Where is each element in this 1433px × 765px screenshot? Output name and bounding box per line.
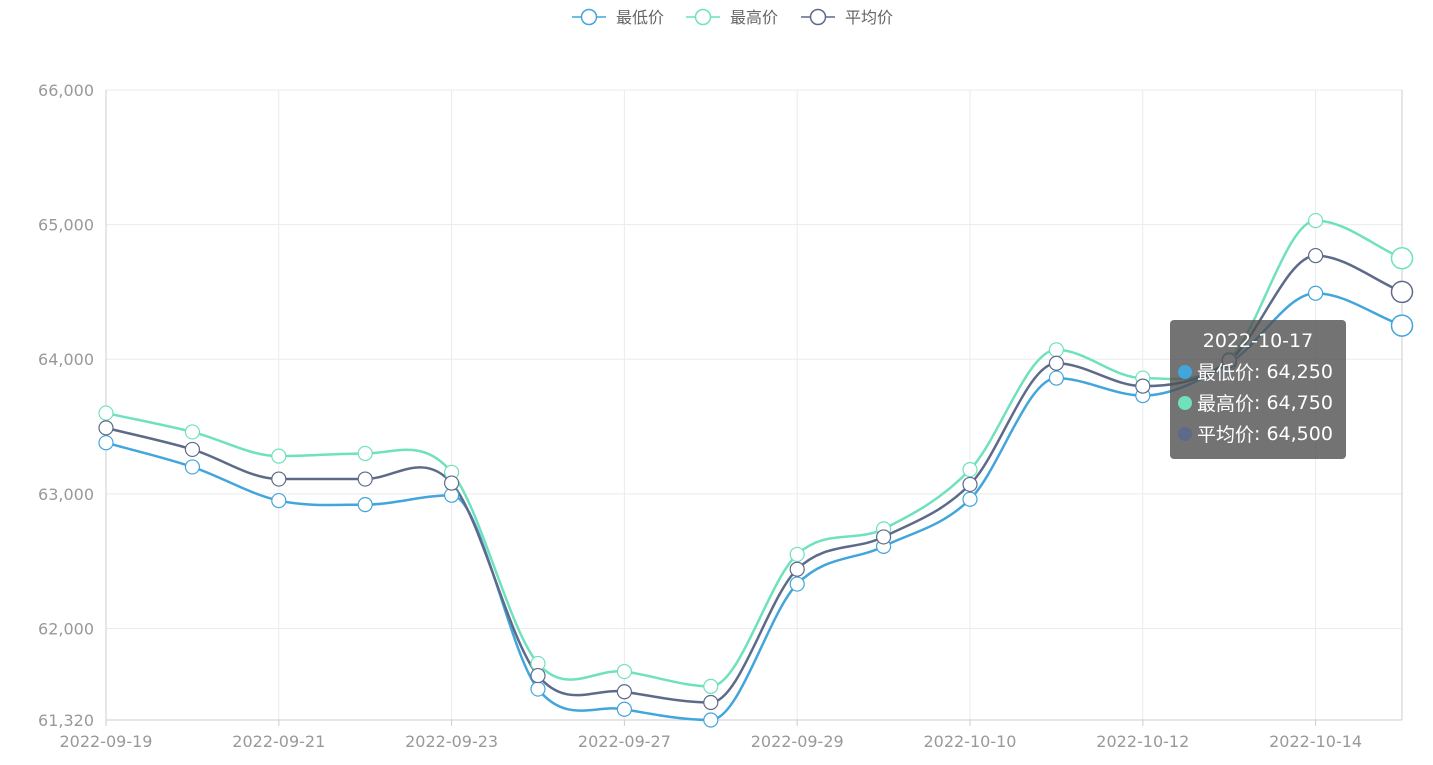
x-axis-labels: 2022-09-19 2022-09-21 2022-09-23 2022-09-27… [60, 732, 1363, 751]
data-point-avg[interactable] [962, 476, 978, 493]
x-tick-label: 2022-09-27 [578, 732, 671, 751]
legend-label-min[interactable]: 最低价 [616, 8, 664, 27]
data-point-min[interactable] [530, 681, 546, 697]
data-point-avg[interactable] [616, 684, 633, 700]
data-point-min[interactable] [789, 576, 805, 592]
y-tick-label: 66,000 [38, 81, 94, 100]
axes [105, 90, 1403, 726]
data-point-avg[interactable] [789, 561, 805, 577]
data-point-max[interactable] [962, 462, 978, 478]
legend-marker-min[interactable] [580, 8, 598, 26]
data-point-min[interactable] [271, 492, 287, 509]
y-tick-label: 61,320 [38, 711, 94, 730]
data-point-max[interactable] [789, 546, 805, 563]
data-point-avg[interactable] [1390, 280, 1414, 304]
legend-label-max[interactable]: 最高价 [730, 8, 778, 27]
legend-marker-avg[interactable] [809, 8, 827, 26]
grid-lines [106, 89, 1402, 720]
data-point-avg[interactable] [98, 420, 114, 436]
tooltip-row-avg: 平均价: 64,500 [1178, 418, 1338, 449]
data-point-avg[interactable] [1135, 378, 1151, 394]
tooltip-row-min: 最低价: 64,250 [1178, 356, 1338, 387]
data-point-min[interactable] [357, 497, 373, 513]
y-tick-label: 63,000 [38, 485, 94, 504]
data-point-avg[interactable] [703, 694, 719, 711]
tooltip-value-min: 64,250 [1266, 360, 1333, 383]
data-point-min[interactable] [962, 491, 978, 507]
data-point-avg[interactable] [271, 471, 287, 487]
x-tick-label: 2022-09-23 [405, 732, 498, 751]
data-point-avg[interactable] [357, 471, 373, 487]
tooltip-dot-avg [1178, 426, 1192, 441]
data-point-max[interactable] [271, 448, 287, 464]
tooltip-label-min: 最低价 [1197, 362, 1255, 384]
data-point-max[interactable] [98, 405, 114, 421]
data-point-avg[interactable] [1307, 247, 1324, 264]
data-point-max[interactable] [184, 424, 200, 440]
data-point-min[interactable] [1390, 314, 1414, 337]
x-tick-label: 2022-10-12 [1096, 732, 1189, 751]
data-point-max[interactable] [1048, 342, 1065, 358]
data-point-min[interactable] [184, 459, 200, 475]
data-point-min[interactable] [1048, 370, 1065, 386]
legend-marker-max[interactable] [694, 8, 712, 26]
data-point-avg[interactable] [530, 667, 546, 684]
data-point-avg[interactable] [1048, 355, 1065, 371]
data-point-min[interactable] [616, 701, 633, 717]
series-lines [105, 219, 1403, 722]
x-tick-label: 2022-09-29 [751, 732, 844, 751]
data-point-max[interactable] [616, 663, 633, 680]
tooltip-value-avg: 64,500 [1266, 422, 1333, 445]
y-tick-label: 65,000 [38, 216, 94, 235]
data-point-avg[interactable] [875, 529, 892, 545]
data-point-max[interactable] [1390, 247, 1414, 270]
tooltip-dot-min [1178, 364, 1192, 379]
x-tick-label: 2022-09-21 [232, 732, 325, 751]
y-axis-labels: 61,320 62,000 63,000 64,000 65,000 66,000 [38, 81, 94, 730]
data-point-max[interactable] [1307, 212, 1324, 229]
data-point-min[interactable] [1307, 285, 1324, 301]
tooltip-title: 2022-10-17 [1202, 330, 1314, 352]
data-point-max[interactable] [703, 678, 719, 694]
tooltip-label-avg: 平均价 [1197, 424, 1255, 446]
x-tick-label: 2022-10-14 [1269, 732, 1362, 751]
legend: 最低价 最高价 平均价 [572, 8, 893, 27]
x-tick-label: 2022-09-19 [60, 732, 153, 751]
tooltip-dot-max [1178, 395, 1192, 410]
data-point-max[interactable] [357, 445, 373, 462]
x-tick-label: 2022-10-10 [924, 732, 1017, 751]
legend-label-avg[interactable]: 平均价 [845, 8, 893, 27]
data-point-min[interactable] [703, 712, 719, 728]
tooltip-label-max: 最高价 [1197, 393, 1255, 415]
tooltip: 2022-10-17 最低价: 64,250 最高价: 64,750 平均价: … [1170, 320, 1346, 459]
y-tick-label: 62,000 [38, 619, 94, 638]
data-point-avg[interactable] [184, 441, 200, 458]
data-point-min[interactable] [98, 435, 114, 451]
y-tick-label: 64,000 [38, 350, 94, 369]
tooltip-row-max: 最高价: 64,750 [1178, 387, 1338, 418]
data-point-avg[interactable] [444, 475, 460, 491]
series-points [98, 212, 1414, 728]
tooltip-value-max: 64,750 [1266, 391, 1333, 414]
